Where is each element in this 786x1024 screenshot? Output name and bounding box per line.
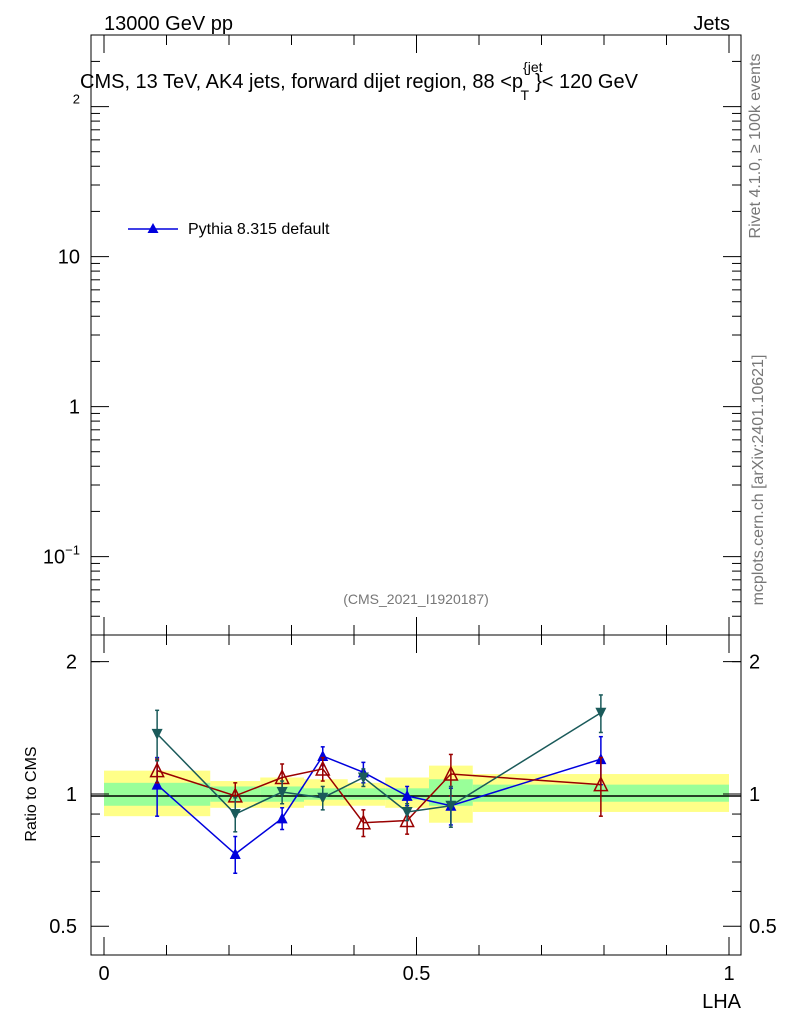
header-right: Jets xyxy=(693,13,730,35)
main-title-text: CMS, 13 TeV, AK4 jets, forward dijet reg… xyxy=(80,71,523,93)
main-y-tick-label-base: 1 xyxy=(69,397,80,419)
data-point xyxy=(595,707,607,719)
data-point xyxy=(151,728,163,740)
series-line xyxy=(156,712,602,815)
rivet-version-label: Rivet 4.1.0, ≥ 100k events xyxy=(747,54,764,239)
main-title-sup: {jet xyxy=(523,59,543,75)
main-y-tick-label-exp: −1 xyxy=(65,543,80,558)
band-inner xyxy=(347,788,386,800)
x-axis-label: LHA xyxy=(702,991,742,1013)
ratio-y-tick-label-right: 1 xyxy=(749,784,760,806)
main-y-tick-label: 2 xyxy=(73,92,80,107)
data-point xyxy=(149,761,165,778)
legend-marker xyxy=(147,223,159,233)
data-point xyxy=(357,772,369,784)
data-point xyxy=(315,760,331,776)
legend-label-pythia: Pythia 8.315 default xyxy=(188,221,330,238)
ratio-y-tick-label-right: 0.5 xyxy=(749,916,777,938)
legend: Pythia 8.315 default xyxy=(128,221,330,238)
data-point xyxy=(443,765,459,781)
data-point xyxy=(593,775,609,792)
data-point xyxy=(229,809,241,821)
reference-band xyxy=(104,765,729,823)
main-title-end: }< 120 GeV xyxy=(535,71,639,93)
ratio-axes xyxy=(91,35,741,955)
main-y-tick-label-base: 10 xyxy=(43,547,65,569)
main-y-tick-label-exp: 2 xyxy=(73,92,80,107)
x-tick-label: 1 xyxy=(723,963,734,985)
main-y-tick-label-base: 10 xyxy=(58,247,80,269)
data-point xyxy=(229,848,241,860)
ratio-y-tick-label-right: 2 xyxy=(749,652,760,674)
ratio-y-tick-label: 2 xyxy=(66,652,77,674)
data-point xyxy=(401,806,413,818)
analysis-label: (CMS_2021_I1920187) xyxy=(343,591,489,607)
main-title: CMS, 13 TeV, AK4 jets, forward dijet reg… xyxy=(80,59,639,103)
ratio-series xyxy=(149,694,609,874)
main-panel-frame xyxy=(90,34,742,636)
header-left: 13000 GeV pp xyxy=(104,13,233,35)
main-title-sub: T xyxy=(521,87,530,103)
series-line xyxy=(156,768,601,824)
ratio-y-tick-label: 0.5 xyxy=(49,916,77,938)
ratio-y-tick-label: 1 xyxy=(66,784,77,806)
main-y-tick-label: 10−1 xyxy=(43,543,80,569)
ratio-tick-labels: 0.5 0.5 1 1 2 2 0 0.5 1 xyxy=(49,652,777,985)
main-y-tick-label: 1 xyxy=(69,397,80,419)
data-point xyxy=(276,787,288,799)
series-line xyxy=(156,755,602,855)
data-point xyxy=(401,789,413,801)
data-point xyxy=(317,792,329,804)
data-point xyxy=(445,800,457,812)
data-point xyxy=(276,812,288,824)
data-point xyxy=(317,749,329,761)
ratio-y-axis-label: Ratio to CMS xyxy=(23,746,40,841)
data-point xyxy=(355,814,372,830)
main-y-tick-label: 10 xyxy=(58,247,80,269)
data-point xyxy=(151,778,163,790)
main-y-axis xyxy=(91,34,741,636)
mcplots-arxiv-label: mcplots.cern.ch [arXiv:2401.10621] xyxy=(750,355,767,606)
data-point xyxy=(399,811,415,828)
x-tick-label: 0 xyxy=(98,963,109,985)
x-tick-label: 0.5 xyxy=(403,963,431,985)
